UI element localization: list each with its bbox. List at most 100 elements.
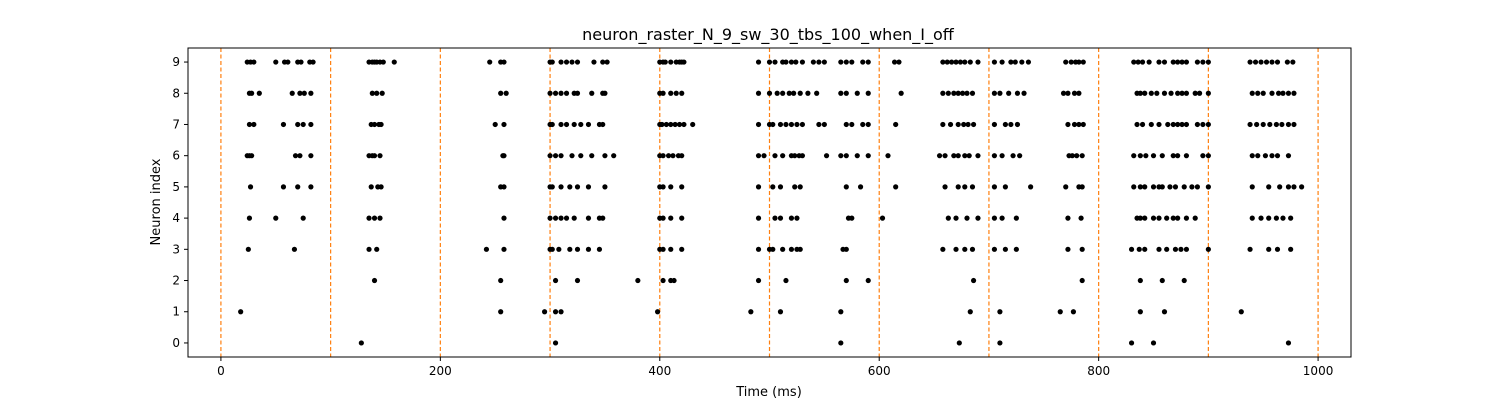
spike-point	[292, 153, 299, 159]
spike-point	[668, 90, 674, 96]
spike-point	[1014, 121, 1021, 128]
spike-point	[660, 153, 666, 159]
spike-point	[1269, 59, 1275, 65]
spike-point	[668, 215, 674, 221]
spike-point	[945, 215, 951, 221]
spike-point	[380, 59, 386, 65]
spike-point	[997, 90, 1003, 96]
spike-point	[969, 246, 976, 252]
spike-point	[249, 153, 255, 159]
spike-point	[1183, 153, 1190, 159]
spike-point	[1183, 90, 1190, 96]
spike-point	[777, 184, 784, 190]
spike-point	[997, 309, 1003, 315]
spike-point	[549, 59, 555, 65]
spike-point	[1159, 184, 1165, 190]
spike-point	[679, 153, 685, 159]
spike-point	[792, 153, 798, 159]
spike-point	[549, 121, 555, 128]
spike-point	[1252, 59, 1259, 65]
spike-point	[1135, 59, 1141, 65]
spike-point	[635, 277, 641, 284]
spike-point	[786, 90, 792, 96]
spike-point	[679, 90, 685, 96]
spike-point	[1266, 246, 1272, 252]
spike-markers	[238, 59, 1305, 346]
spike-point	[1194, 59, 1200, 65]
spike-point	[1200, 121, 1206, 128]
spike-point	[1079, 153, 1085, 159]
spike-point	[1267, 121, 1273, 128]
spike-point	[1274, 59, 1281, 65]
spike-point	[791, 90, 797, 96]
spike-point	[1273, 121, 1279, 128]
spike-point	[600, 215, 606, 221]
spike-point	[783, 59, 789, 65]
spike-point	[1285, 184, 1292, 190]
spike-point	[999, 215, 1005, 221]
spike-point	[297, 90, 303, 96]
spike-point	[556, 246, 562, 252]
spike-point	[681, 121, 687, 128]
spike-point	[501, 121, 507, 128]
spike-point	[487, 59, 493, 65]
spike-point	[865, 277, 871, 284]
spike-point	[857, 184, 864, 190]
spike-point	[1159, 277, 1165, 284]
spike-point	[865, 59, 871, 65]
spike-point	[602, 184, 608, 190]
spike-point	[770, 184, 776, 190]
spike-point	[788, 121, 795, 128]
spike-point	[849, 215, 855, 221]
spike-point	[1137, 90, 1143, 96]
spike-point	[1172, 246, 1179, 252]
spike-point	[552, 277, 559, 284]
spike-point	[1167, 184, 1173, 190]
spike-point	[249, 90, 255, 96]
y-tick-label: 4	[172, 211, 180, 225]
y-tick-label: 2	[172, 274, 180, 288]
spike-point	[1142, 184, 1148, 190]
spike-point	[879, 215, 886, 221]
spike-point	[498, 90, 504, 96]
spike-point	[1137, 215, 1143, 221]
spike-point	[547, 153, 553, 159]
spike-point	[991, 90, 998, 96]
spike-point	[997, 340, 1003, 346]
y-tick-label: 1	[172, 305, 180, 319]
spike-point	[940, 59, 946, 65]
spike-point	[300, 121, 306, 128]
spike-point	[1192, 90, 1198, 96]
spike-point	[1269, 153, 1275, 159]
spike-point	[1179, 121, 1185, 128]
spike-point	[1175, 90, 1181, 96]
spike-point	[838, 309, 844, 315]
spike-point	[289, 90, 295, 96]
spike-point	[654, 309, 661, 315]
spike-point	[558, 121, 564, 128]
spike-point	[1128, 246, 1135, 252]
spike-point	[991, 184, 998, 190]
spike-point	[951, 153, 957, 159]
spike-point	[1285, 153, 1292, 159]
spike-point	[602, 90, 608, 96]
spike-point	[1156, 246, 1162, 252]
spike-point	[944, 59, 950, 65]
spike-point	[748, 309, 754, 315]
spike-point	[772, 215, 778, 221]
spike-point	[788, 215, 795, 221]
spike-point	[1079, 184, 1085, 190]
spike-point	[838, 59, 844, 65]
spike-point	[755, 153, 762, 159]
spike-point	[251, 121, 257, 128]
spike-point	[761, 153, 767, 159]
spike-point	[1170, 121, 1176, 128]
spike-point	[1139, 59, 1146, 65]
spike-point	[843, 277, 849, 284]
spike-point	[1012, 59, 1018, 65]
spike-point	[843, 246, 849, 252]
spike-point	[1170, 153, 1176, 159]
spike-point	[1205, 90, 1211, 96]
spike-point	[942, 153, 948, 159]
spike-point	[1142, 246, 1148, 252]
